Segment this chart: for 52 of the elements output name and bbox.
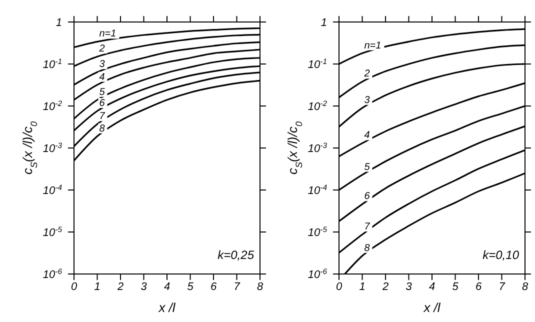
- series-label: 3: [364, 94, 370, 106]
- series-label: 8: [99, 123, 106, 134]
- y-tick-label: 10$^{-2}$: [308, 98, 328, 113]
- x-tick-label: 2: [381, 280, 389, 293]
- x-tick-label: 4: [428, 280, 436, 293]
- y-tick-label: 1: [56, 17, 62, 29]
- x-tick-label: 7: [234, 280, 241, 293]
- x-tick-label: 6: [475, 280, 482, 293]
- series-label: 7: [364, 222, 370, 233]
- x-tick-label: 8: [256, 280, 264, 293]
- x-tick-label: 3: [406, 280, 413, 293]
- annotation: k=0,25: [218, 248, 254, 262]
- x-tick-label: 4: [164, 280, 170, 293]
- y-tick-label: 1: [320, 17, 327, 29]
- y-tick-label: 10$^{-4}$: [42, 182, 62, 197]
- series-label: 2: [363, 68, 370, 80]
- y-tick-label: 10$^{-3}$: [308, 140, 328, 155]
- y-tick-label: 10$^{-1}$: [42, 56, 62, 71]
- series-label: 4: [99, 72, 106, 83]
- y-tick-label: 10$^{-4}$: [308, 182, 327, 197]
- series-label: 6: [364, 191, 370, 202]
- x-tick-label: 0: [336, 280, 343, 293]
- x-axis-title: x /l: [422, 300, 442, 315]
- y-tick-label: 10$^{-6}$: [308, 266, 328, 281]
- x-tick-label: 0: [70, 280, 78, 293]
- series-label: 5: [99, 86, 106, 98]
- series-label: 7: [99, 111, 106, 122]
- series-label: 3: [99, 59, 106, 70]
- legend-label: n=1: [99, 28, 116, 40]
- x-tick-label: 7: [498, 280, 506, 293]
- y-tick-label: 10$^{-5}$: [308, 224, 328, 239]
- series-label: 2: [98, 44, 106, 55]
- y-tick-label: 10$^{-1}$: [308, 56, 327, 71]
- y-tick-label: 10$^{-5}$: [42, 224, 63, 239]
- x-tick-label: 3: [140, 280, 148, 293]
- series-label: 8: [364, 242, 370, 254]
- series-label: n=1: [364, 40, 382, 52]
- x-tick-label: 6: [210, 280, 218, 293]
- x-axis-title: x /l: [158, 300, 176, 315]
- x-tick-label: 1: [359, 280, 366, 293]
- series-label: 5: [364, 162, 370, 173]
- x-tick-label: 1: [94, 280, 100, 293]
- series-label: 4: [364, 130, 370, 142]
- y-tick-label: 10$^{-3}$: [42, 140, 63, 155]
- y-tick-label: 10$^{-2}$: [42, 98, 63, 113]
- x-tick-label: 2: [116, 280, 124, 293]
- x-tick-label: 5: [452, 280, 460, 293]
- y-tick-label: 10$^{-6}$: [42, 266, 63, 281]
- series-label: 6: [99, 98, 106, 110]
- x-tick-label: 5: [187, 280, 194, 293]
- annotation: k=0,10: [482, 248, 519, 262]
- x-tick-label: 8: [522, 280, 529, 293]
